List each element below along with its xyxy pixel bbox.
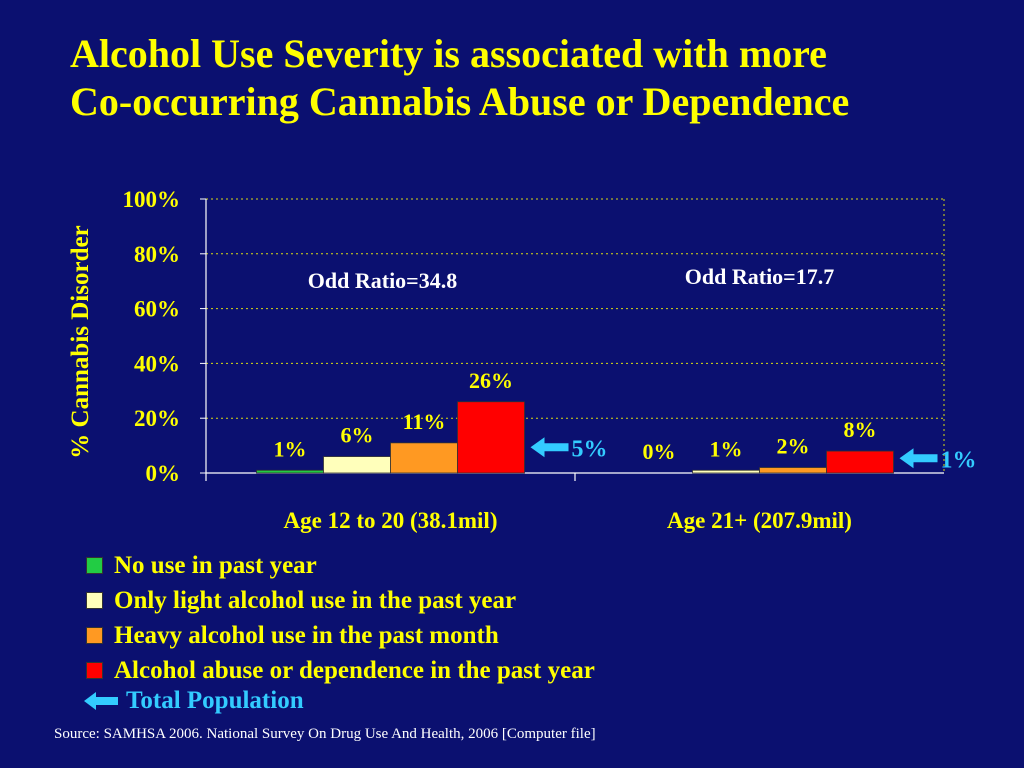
y-tick-label: 60% [134, 297, 180, 322]
bar [692, 469, 760, 474]
title-line-2: Co-occurring Cannabis Abuse or Dependenc… [70, 79, 850, 124]
bar [759, 467, 827, 474]
odds-ratio-annotation: Odd Ratio=17.7 [685, 264, 834, 289]
y-tick-label: 80% [134, 242, 180, 267]
source-citation: Source: SAMHSA 2006. National Survey On … [54, 726, 596, 742]
bar [826, 450, 894, 474]
bar-value-label: 8% [844, 417, 877, 442]
y-tick-label: 20% [134, 406, 180, 431]
legend-swatch [86, 557, 103, 574]
bar-value-label: 1% [274, 436, 307, 461]
legend-item-abuse-dependence: Alcohol abuse or dependence in the past … [86, 653, 595, 688]
legend-item-no-use: No use in past year [86, 548, 595, 583]
legend-swatch [86, 627, 103, 644]
y-tick-label: 0% [146, 461, 181, 486]
legend-label: Only light alcohol use in the past year [114, 586, 517, 614]
odds-ratio-annotation: Odd Ratio=34.8 [308, 268, 457, 293]
bar [323, 456, 391, 474]
y-tick-label: 100% [123, 187, 181, 212]
y-axis-label: % Cannabis Disorder [67, 225, 94, 458]
x-tick-label: Age 21+ (207.9mil) [667, 508, 852, 533]
legend-label: Heavy alcohol use in the past month [114, 621, 499, 649]
legend-item-light-use: Only light alcohol use in the past year [86, 583, 595, 618]
bar [390, 442, 458, 474]
bar-value-label: 1% [710, 436, 743, 461]
chart-legend: No use in past year Only light alcohol u… [86, 548, 595, 688]
bar-value-label: 26% [469, 368, 513, 393]
bar-value-label: 0% [643, 439, 676, 464]
title-line-1: Alcohol Use Severity is associated with … [70, 31, 827, 76]
bar-value-label: 6% [341, 423, 374, 448]
legend-label: Alcohol abuse or dependence in the past … [114, 656, 595, 684]
bar-value-label: 2% [777, 434, 810, 459]
legend-label: No use in past year [114, 551, 317, 579]
total-population-value: 5% [572, 436, 608, 462]
slide-title: Alcohol Use Severity is associated with … [70, 30, 1010, 126]
y-tick-label: 40% [134, 351, 180, 376]
total-population-arrow [899, 448, 938, 469]
bar [457, 401, 525, 474]
arrow-left-icon [84, 692, 118, 710]
total-population-arrow [530, 437, 569, 458]
bar [256, 469, 324, 474]
total-population-label: Total Population [126, 687, 304, 714]
x-tick-label: Age 12 to 20 (38.1mil) [284, 508, 498, 533]
bar-value-label: 11% [403, 409, 446, 434]
legend-swatch [86, 662, 103, 679]
legend-swatch [86, 592, 103, 609]
legend-item-heavy-use: Heavy alcohol use in the past month [86, 618, 595, 653]
total-population-value: 1% [941, 447, 977, 473]
legend-item-total-population: Total Population [84, 686, 304, 716]
